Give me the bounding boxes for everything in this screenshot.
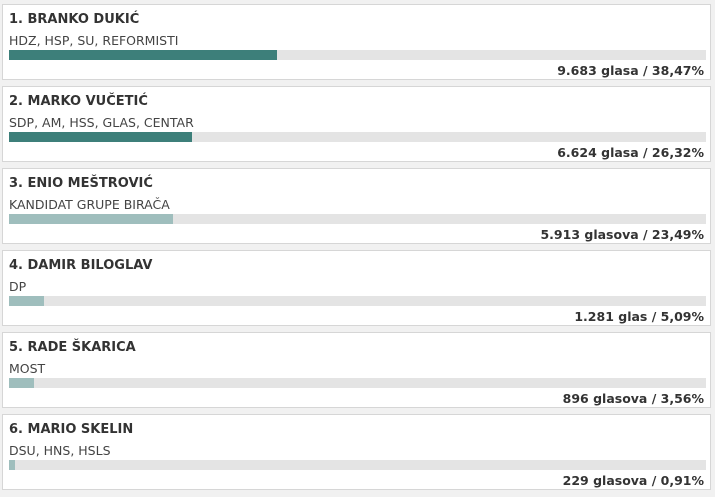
vote-bar-track [9,214,706,224]
vote-result: 6.624 glasa / 26,32% [557,145,704,160]
vote-bar-track [9,378,706,388]
candidate-name: 3. ENIO MEŠTROVIĆ [9,176,153,191]
candidate-party: KANDIDAT GRUPE BIRAČA [9,197,170,212]
candidate-name: 1. BRANKO DUKIĆ [9,12,140,27]
vote-bar-track [9,460,706,470]
candidate-party: DSU, HNS, HSLS [9,443,111,458]
vote-bar-track [9,132,706,142]
vote-result: 1.281 glas / 5,09% [574,309,704,324]
candidate-card: 6. MARIO SKELIN DSU, HNS, HSLS 229 glaso… [2,414,711,490]
candidate-party: HDZ, HSP, SU, REFORMISTI [9,33,179,48]
vote-bar-fill [9,214,173,224]
candidate-name: 4. DAMIR BILOGLAV [9,258,153,273]
vote-bar-fill [9,132,193,142]
candidate-party: SDP, AM, HSS, GLAS, CENTAR [9,115,194,130]
vote-bar-fill [9,50,278,60]
candidate-card: 5. RADE ŠKARICA MOST 896 glasova / 3,56% [2,332,711,408]
candidate-party: DP [9,279,27,294]
vote-bar-fill [9,296,45,306]
candidate-card: 4. DAMIR BILOGLAV DP 1.281 glas / 5,09% [2,250,711,326]
candidate-party: MOST [9,361,46,376]
candidate-name: 2. MARKO VUČETIĆ [9,94,148,109]
vote-bar-fill [9,378,34,388]
vote-result: 5.913 glasova / 23,49% [540,227,704,242]
candidate-name: 5. RADE ŠKARICA [9,340,136,355]
candidate-card: 1. BRANKO DUKIĆ HDZ, HSP, SU, REFORMISTI… [2,4,711,80]
candidate-card: 3. ENIO MEŠTROVIĆ KANDIDAT GRUPE BIRAČA … [2,168,711,244]
candidate-name: 6. MARIO SKELIN [9,422,134,437]
vote-bar-fill [9,460,16,470]
vote-bar-track [9,50,706,60]
vote-result: 9.683 glasa / 38,47% [557,63,704,78]
vote-result: 229 glasova / 0,91% [562,473,704,488]
candidate-card: 2. MARKO VUČETIĆ SDP, AM, HSS, GLAS, CEN… [2,86,711,162]
vote-result: 896 glasova / 3,56% [562,391,704,406]
vote-bar-track [9,296,706,306]
